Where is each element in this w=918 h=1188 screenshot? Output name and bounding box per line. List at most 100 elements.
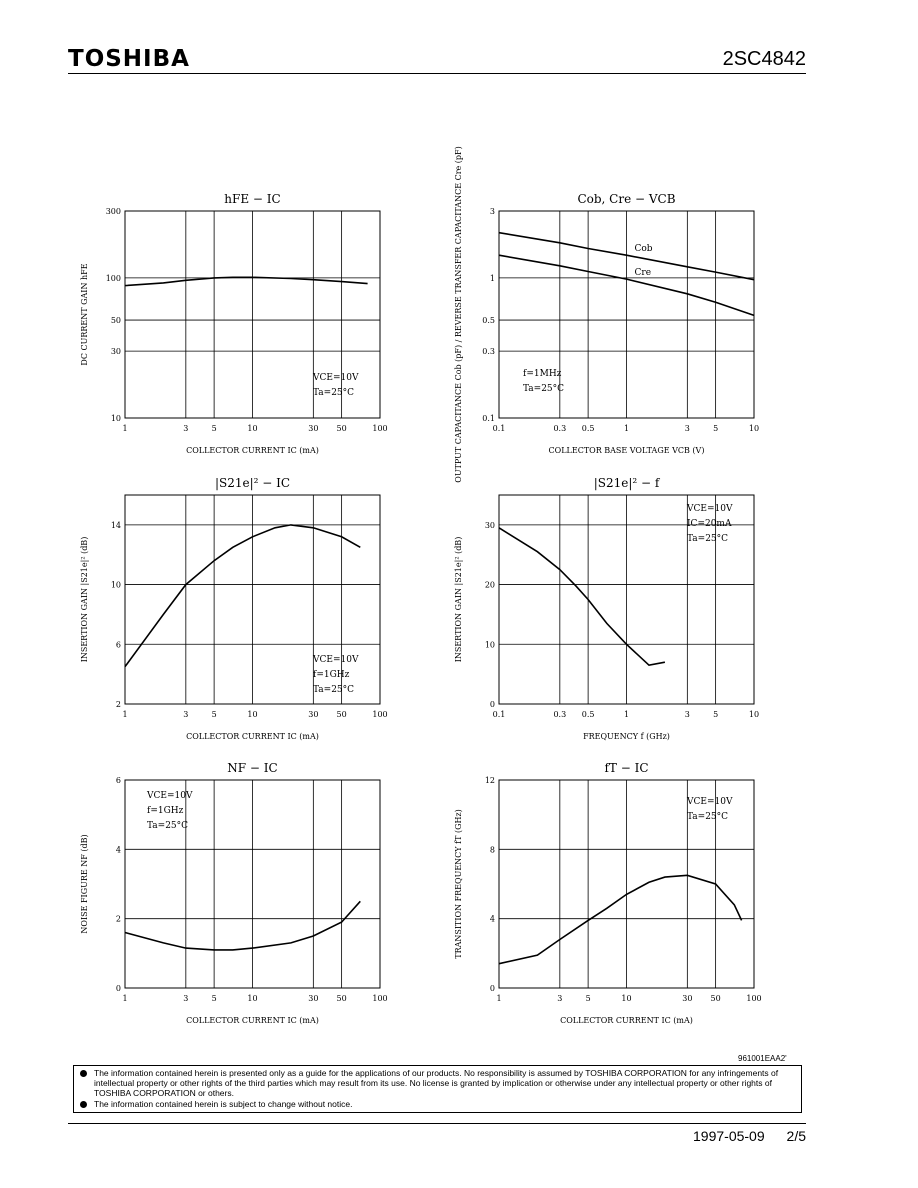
y-tick-label: 0 bbox=[490, 700, 495, 709]
x-tick-label: 5 bbox=[212, 424, 217, 433]
y-tick-label: 2 bbox=[116, 915, 121, 924]
disclaimer-item: The information contained herein is pres… bbox=[80, 1068, 795, 1099]
x-tick-label: 0.1 bbox=[493, 710, 506, 719]
series-line bbox=[498, 231, 755, 281]
y-tick-label: 6 bbox=[116, 640, 121, 649]
condition-text: VCE=10V bbox=[146, 791, 193, 801]
y-tick-label: 3 bbox=[490, 207, 495, 216]
y-axis-label: INSERTION GAIN |S21e|² (dB) bbox=[80, 537, 89, 663]
x-tick-label: 3 bbox=[685, 424, 690, 433]
x-tick-label: 1 bbox=[624, 424, 629, 433]
series-line bbox=[124, 900, 361, 951]
x-tick-label: 50 bbox=[337, 994, 347, 1003]
y-tick-label: 0 bbox=[116, 984, 121, 993]
x-tick-label: 3 bbox=[557, 994, 562, 1003]
y-tick-label: 4 bbox=[116, 845, 121, 854]
y-tick-label: 10 bbox=[111, 581, 121, 590]
series-line bbox=[498, 874, 743, 965]
disclaimer-item: The information contained herein is subj… bbox=[80, 1099, 795, 1109]
x-tick-label: 3 bbox=[183, 424, 188, 433]
x-tick-label: 1 bbox=[122, 424, 127, 433]
disclaimer-text: The information contained herein is pres… bbox=[94, 1068, 779, 1099]
x-tick-label: 10 bbox=[247, 994, 257, 1003]
x-tick-label: 100 bbox=[372, 710, 387, 719]
y-tick-label: 50 bbox=[111, 316, 121, 325]
condition-text: VCE=10V bbox=[686, 504, 733, 514]
condition-text: f=1GHz bbox=[313, 670, 350, 680]
series-label: Cob bbox=[635, 244, 653, 254]
chart-title: Cob, Cre − VCB bbox=[577, 192, 675, 206]
condition-text: Ta=25°C bbox=[687, 534, 728, 544]
y-tick-label: 20 bbox=[485, 581, 495, 590]
series-label: Cre bbox=[635, 268, 652, 278]
chart-5: 1 3 5 10 30 50 100 0 2 4 6 NF − IC COLLECTOR CURRENT… bbox=[80, 761, 388, 1025]
x-tick-label: 10 bbox=[749, 710, 759, 719]
chart-title: fT − IC bbox=[604, 761, 648, 775]
x-tick-label: 1 bbox=[122, 710, 127, 719]
x-tick-label: 100 bbox=[746, 994, 761, 1003]
x-tick-label: 0.5 bbox=[582, 424, 595, 433]
y-tick-label: 12 bbox=[485, 776, 495, 785]
y-axis-label: NOISE FIGURE NF (dB) bbox=[80, 834, 89, 933]
x-tick-label: 10 bbox=[621, 994, 631, 1003]
x-tick-label: 5 bbox=[212, 994, 217, 1003]
disclaimer-box: The information contained herein is pres… bbox=[73, 1065, 802, 1113]
x-axis-label: COLLECTOR BASE VOLTAGE VCB (V) bbox=[549, 446, 705, 455]
y-tick-label: 8 bbox=[490, 845, 495, 854]
condition-text: Ta=25°C bbox=[313, 685, 354, 695]
x-tick-label: 100 bbox=[372, 994, 387, 1003]
x-tick-label: 0.1 bbox=[493, 424, 506, 433]
y-tick-label: 100 bbox=[106, 274, 121, 283]
chart-4: 0.1 0.3 0.5 1 3 5 10 0 10 20 30 |S21e|² − f FREQUENC… bbox=[454, 476, 759, 741]
y-tick-label: 300 bbox=[106, 207, 121, 216]
footer: 1997-05-09 2/5 bbox=[693, 1128, 806, 1144]
bullet-icon bbox=[80, 1070, 87, 1077]
x-tick-label: 30 bbox=[308, 994, 318, 1003]
x-tick-label: 3 bbox=[685, 710, 690, 719]
disclaimer-text: The information contained herein is subj… bbox=[94, 1098, 353, 1109]
x-tick-label: 0.3 bbox=[553, 424, 566, 433]
y-axis-label: DC CURRENT GAIN hFE bbox=[80, 263, 89, 365]
x-tick-label: 3 bbox=[183, 710, 188, 719]
condition-text: VCE=10V bbox=[312, 655, 359, 665]
chart-3: 1 3 5 10 30 50 100 2 6 10 14 |S21e|² − IC COLLECTOR … bbox=[80, 476, 388, 741]
y-axis-label: OUTPUT CAPACITANCE Cob (pF) / REVERSE TR… bbox=[454, 146, 463, 482]
series-line bbox=[498, 254, 755, 317]
chart-title: |S21e|² − IC bbox=[215, 476, 290, 490]
chart-title: hFE − IC bbox=[224, 192, 280, 206]
y-tick-label: 14 bbox=[111, 521, 121, 530]
series-line bbox=[498, 527, 666, 667]
condition-text: f=1GHz bbox=[147, 806, 184, 816]
x-tick-label: 10 bbox=[749, 424, 759, 433]
chart-2: 0.1 0.3 0.5 1 3 5 10 0.1 0.3 0.5 1 3 Cob Cre Cob, Cre … bbox=[454, 146, 759, 482]
x-tick-label: 10 bbox=[247, 710, 257, 719]
x-tick-label: 5 bbox=[212, 710, 217, 719]
x-axis-label: COLLECTOR CURRENT IC (mA) bbox=[186, 446, 319, 455]
chart-6: 1 3 5 10 30 50 100 0 4 8 12 fT − IC COLLECTOR CURREN… bbox=[454, 761, 762, 1025]
chart-title: NF − IC bbox=[227, 761, 277, 775]
y-tick-label: 10 bbox=[485, 640, 495, 649]
chart-title: |S21e|² − f bbox=[594, 476, 661, 490]
x-axis-label: FREQUENCY f (GHz) bbox=[583, 732, 670, 741]
chart-1: 1 3 5 10 30 50 100 10 30 50 100 300 hFE − IC COLLECTO… bbox=[80, 192, 388, 455]
x-axis-label: COLLECTOR CURRENT IC (mA) bbox=[560, 1016, 693, 1025]
y-tick-label: 6 bbox=[116, 776, 121, 785]
footer-rule bbox=[68, 1123, 806, 1124]
x-axis-label: COLLECTOR CURRENT IC (mA) bbox=[186, 1016, 319, 1025]
condition-text: Ta=25°C bbox=[523, 384, 564, 394]
series-line bbox=[124, 276, 368, 287]
document-code: 961001EAA2' bbox=[738, 1054, 787, 1063]
x-tick-label: 0.3 bbox=[553, 710, 566, 719]
condition-text: VCE=10V bbox=[312, 373, 359, 383]
condition-text: f=1MHz bbox=[523, 369, 562, 379]
x-tick-label: 1 bbox=[496, 994, 501, 1003]
y-axis-label: TRANSITION FREQUENCY fT (GHz) bbox=[454, 809, 463, 959]
y-tick-label: 30 bbox=[485, 521, 495, 530]
y-axis-label: INSERTION GAIN |S21e|² (dB) bbox=[454, 537, 463, 663]
footer-page: 2/5 bbox=[786, 1128, 806, 1144]
x-tick-label: 50 bbox=[337, 710, 347, 719]
y-tick-label: 0.5 bbox=[482, 316, 495, 325]
x-tick-label: 30 bbox=[682, 994, 692, 1003]
part-number: 2SC4842 bbox=[722, 48, 806, 70]
